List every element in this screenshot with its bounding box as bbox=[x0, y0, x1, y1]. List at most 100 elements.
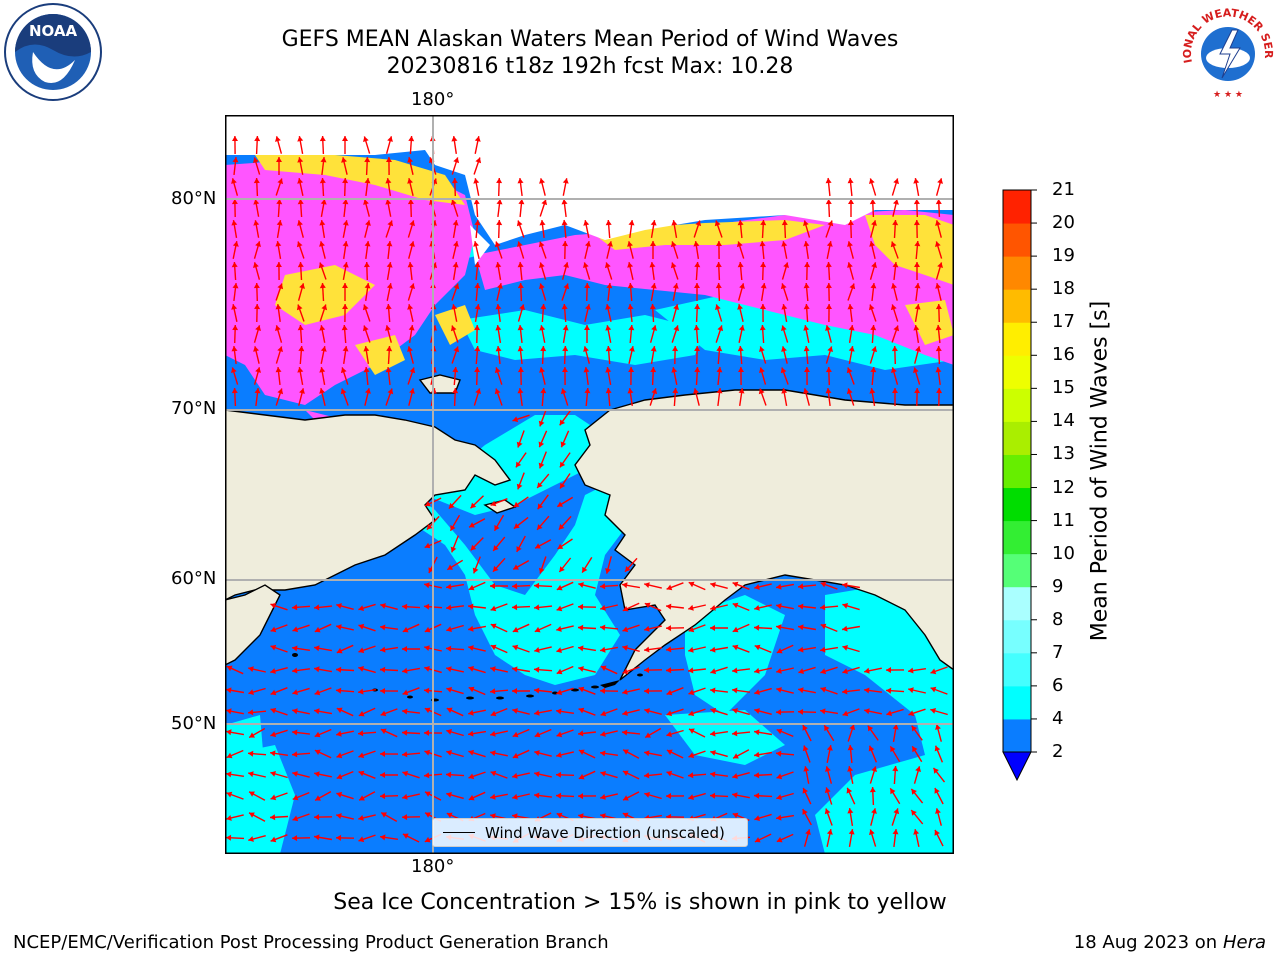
wind-arrow-head bbox=[292, 604, 298, 611]
wind-arrow-head bbox=[342, 262, 349, 268]
wind-arrow-head bbox=[296, 241, 303, 248]
wind-arrow-head bbox=[468, 603, 474, 610]
wind-arrow-head bbox=[760, 220, 767, 226]
wind-arrow-head bbox=[314, 708, 320, 715]
wind-arrow-head bbox=[387, 388, 394, 395]
wind-arrow-head bbox=[474, 136, 481, 142]
wind-arrow-head bbox=[358, 647, 365, 654]
wind-arrow-head bbox=[517, 388, 524, 394]
wind-arrow-head bbox=[226, 815, 232, 821]
wind-arrow-head bbox=[297, 136, 304, 142]
wind-arrow-head bbox=[341, 325, 348, 331]
wind-arrow-head bbox=[935, 724, 941, 730]
wind-arrow-head bbox=[578, 773, 585, 780]
wind-arrow-head bbox=[628, 220, 635, 226]
wind-arrow-head bbox=[513, 523, 520, 529]
wind-arrow-head bbox=[930, 708, 936, 714]
wind-arrow-head bbox=[824, 808, 831, 815]
wind-arrow-head bbox=[892, 766, 899, 772]
wind-arrow-head bbox=[380, 688, 385, 694]
wind-arrow-head bbox=[277, 388, 284, 395]
colorbar-block bbox=[1003, 454, 1031, 489]
wind-arrow-head bbox=[827, 220, 834, 227]
wind-arrow-head bbox=[820, 668, 827, 675]
wind-arrow-head bbox=[666, 646, 672, 653]
wind-arrow-head bbox=[315, 795, 321, 801]
wind-arrow-head bbox=[320, 157, 327, 163]
wind-arrow-head bbox=[516, 483, 523, 490]
wind-arrow-head bbox=[914, 388, 921, 394]
wind-arrow-head bbox=[825, 262, 832, 268]
wind-arrow-head bbox=[425, 791, 431, 797]
wind-arrow-head bbox=[336, 752, 343, 759]
wind-arrow-head bbox=[254, 304, 261, 310]
wind-arrow-head bbox=[625, 566, 631, 572]
wind-arrow-head bbox=[474, 325, 481, 331]
wind-arrow-head bbox=[650, 220, 657, 226]
wind-arrow-head bbox=[694, 367, 701, 373]
wind-arrow-head bbox=[512, 666, 518, 673]
wind-arrow-head bbox=[469, 522, 475, 528]
wind-arrow-head bbox=[534, 647, 540, 653]
wind-arrow-head bbox=[695, 220, 702, 227]
wind-arrow-head bbox=[364, 157, 371, 163]
wind-arrow-head bbox=[891, 367, 897, 373]
wind-arrow-head bbox=[584, 325, 590, 330]
wind-arrow-head bbox=[277, 283, 284, 290]
wind-arrow-head bbox=[804, 367, 810, 372]
wind-arrow-head bbox=[385, 304, 392, 310]
wind-arrow-head bbox=[402, 729, 408, 736]
wind-arrow-head bbox=[407, 346, 413, 352]
wind-arrow-head bbox=[758, 388, 765, 395]
wind-arrow-head bbox=[871, 262, 877, 268]
wind-arrow-head bbox=[270, 626, 277, 633]
wind-arrow-head bbox=[365, 220, 371, 226]
wind-arrow-head bbox=[825, 199, 832, 205]
wind-arrow-head bbox=[314, 731, 321, 738]
wind-arrow-head bbox=[519, 304, 525, 310]
colorbar-label-wrap: Mean Period of Wind Waves [s] bbox=[1060, 190, 1140, 752]
wind-arrow-head bbox=[710, 687, 716, 694]
wind-arrow-head bbox=[336, 647, 343, 654]
wind-arrow-head bbox=[605, 568, 611, 574]
colorbar-tick-label: 14 bbox=[1052, 410, 1075, 432]
wind-arrow-head bbox=[908, 710, 915, 717]
wind-arrow-head bbox=[248, 836, 254, 842]
wind-arrow-head bbox=[556, 708, 562, 715]
wind-arrow-head bbox=[512, 813, 518, 820]
wind-arrow-head bbox=[913, 178, 920, 184]
wind-arrow-head bbox=[802, 725, 808, 731]
wind-arrow-head bbox=[231, 346, 238, 352]
wind-arrow-head bbox=[776, 750, 782, 757]
wind-arrow-head bbox=[622, 606, 629, 612]
wind-arrow-head bbox=[600, 646, 606, 653]
wind-arrow-head bbox=[670, 262, 677, 269]
wind-arrow-head bbox=[606, 283, 613, 289]
wind-arrow-head bbox=[448, 502, 455, 509]
colorbar-tick-label: 16 bbox=[1052, 344, 1075, 366]
wind-arrow-head bbox=[516, 441, 523, 448]
wind-arrow-head bbox=[584, 388, 591, 394]
wind-arrow-head bbox=[342, 178, 349, 184]
wind-arrow-head bbox=[226, 729, 232, 736]
wind-arrow-head bbox=[738, 388, 745, 394]
wind-arrow-head bbox=[600, 583, 606, 590]
wind-arrow-head bbox=[254, 136, 261, 142]
wind-arrow-head bbox=[710, 668, 717, 675]
wind-arrow-head bbox=[495, 262, 502, 268]
wind-arrow-head bbox=[935, 199, 942, 205]
wind-arrow-head bbox=[754, 729, 760, 736]
wind-arrow-head bbox=[495, 304, 502, 310]
wind-arrow-head bbox=[666, 689, 673, 696]
wind-arrow-head bbox=[516, 546, 522, 552]
wind-arrow-head bbox=[319, 220, 326, 226]
wind-arrow-head bbox=[539, 262, 545, 268]
wind-arrow-head bbox=[358, 710, 365, 717]
wind-arrow-head bbox=[650, 283, 657, 289]
wind-arrow-head bbox=[318, 262, 325, 269]
wind-arrow-head bbox=[754, 837, 761, 843]
wind-arrow-head bbox=[253, 157, 259, 163]
wind-arrow-head bbox=[534, 750, 540, 756]
wind-arrow-head bbox=[688, 794, 694, 800]
wind-arrow-head bbox=[820, 686, 827, 693]
